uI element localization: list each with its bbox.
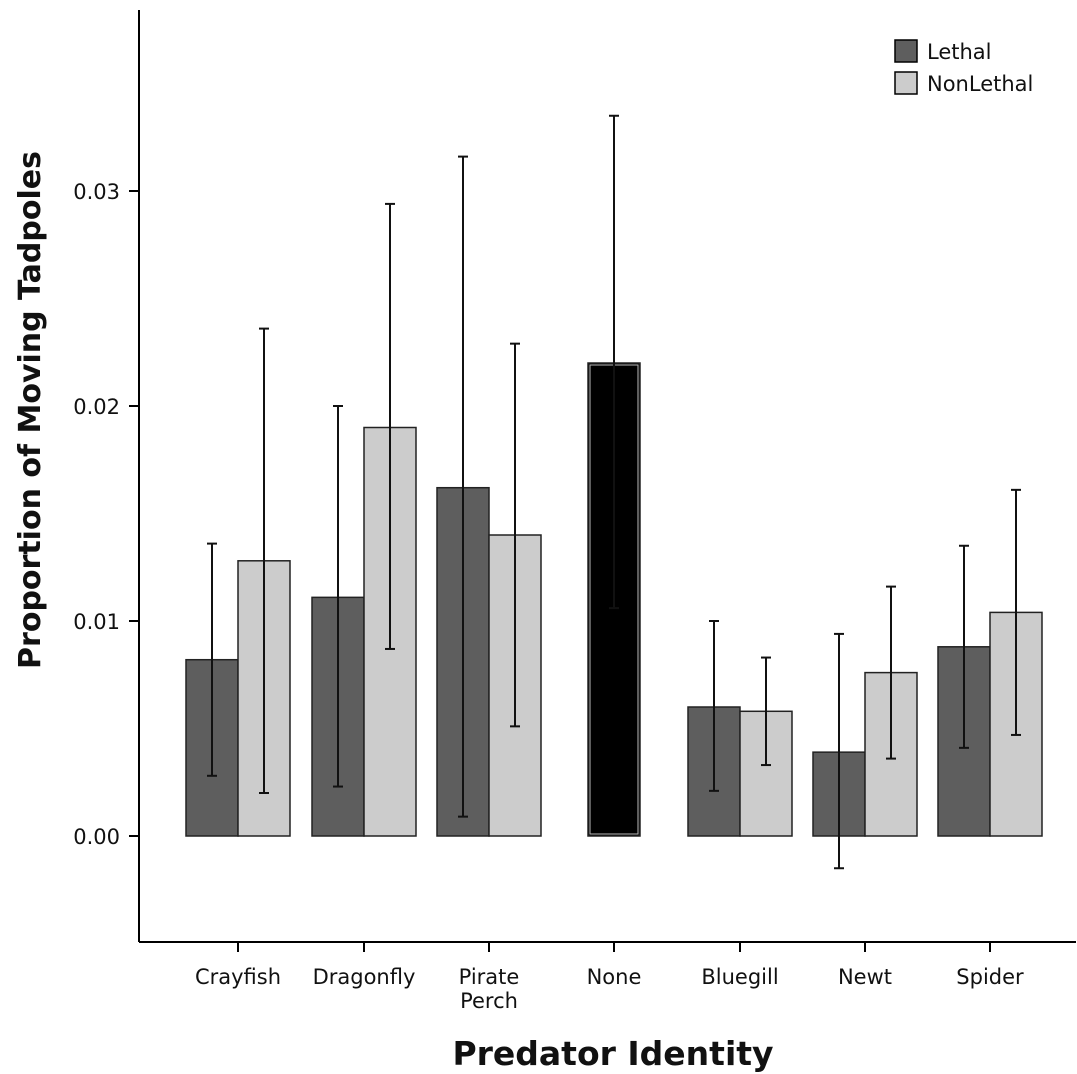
errorbar-spider-lethal (959, 544, 969, 749)
errorbar-newt-lethal (834, 632, 844, 870)
errorbar-none-control (609, 114, 619, 610)
x-tick-label-line: Perch (460, 989, 518, 1013)
error-bars-group (207, 114, 1021, 870)
x-tick-label-crayfish: Crayfish (195, 965, 281, 989)
x-tick-label-line: Dragonfly (313, 965, 416, 989)
y-ticks-group: 0.00 0.01 0.02 0.03 (73, 180, 139, 849)
x-tick-label-line: Pirate (459, 965, 520, 989)
errorbar-dragonfly-nonlethal (385, 202, 395, 650)
x-tick-label-line: Spider (956, 965, 1024, 989)
x-tick-label-none: None (587, 965, 642, 989)
errorbar-pirate-perch-nonlethal (510, 342, 520, 728)
legend-swatch-nonlethal (894, 71, 918, 95)
x-tick-label-pirate-perch: Pirate Perch (459, 965, 520, 1013)
x-tick-label-line: Crayfish (195, 965, 281, 989)
x-ticks-group: Crayfish Dragonfly Pirate Perch None Bluegill… (195, 942, 1024, 1013)
y-tick-label-2: 0.02 (73, 395, 120, 419)
y-tick-label-0: 0.00 (73, 825, 120, 849)
x-tick-label-line: Newt (838, 965, 892, 989)
legend-label-nonlethal: NonLethal (927, 72, 1033, 96)
axes-group (138, 10, 1076, 943)
x-tick-label-line: None (587, 965, 642, 989)
errorbar-crayfish-nonlethal (259, 327, 269, 794)
errorbar-bluegill-lethal (709, 620, 719, 792)
errorbar-bluegill-nonlethal (761, 656, 771, 767)
legend-swatch-lethal (894, 39, 918, 63)
x-tick-label-bluegill: Bluegill (701, 965, 778, 989)
errorbar-newt-nonlethal (886, 585, 896, 760)
x-tick-label-newt: Newt (838, 965, 892, 989)
errorbar-dragonfly-lethal (333, 405, 343, 788)
legend: Lethal NonLethal (894, 39, 1033, 96)
x-tick-label-dragonfly: Dragonfly (313, 965, 416, 989)
x-tick-label-spider: Spider (956, 965, 1024, 989)
legend-label-lethal: Lethal (927, 40, 992, 64)
x-axis-title: Predator Identity (452, 1034, 773, 1073)
errorbar-crayfish-lethal (207, 542, 217, 777)
y-tick-label-3: 0.03 (73, 180, 120, 204)
y-tick-label-1: 0.01 (73, 610, 120, 634)
errorbar-spider-nonlethal (1011, 488, 1021, 736)
y-axis-title: Proportion of Moving Tadpoles (13, 151, 48, 669)
x-tick-label-line: Bluegill (701, 965, 778, 989)
errorbar-pirate-perch-lethal (458, 155, 468, 818)
